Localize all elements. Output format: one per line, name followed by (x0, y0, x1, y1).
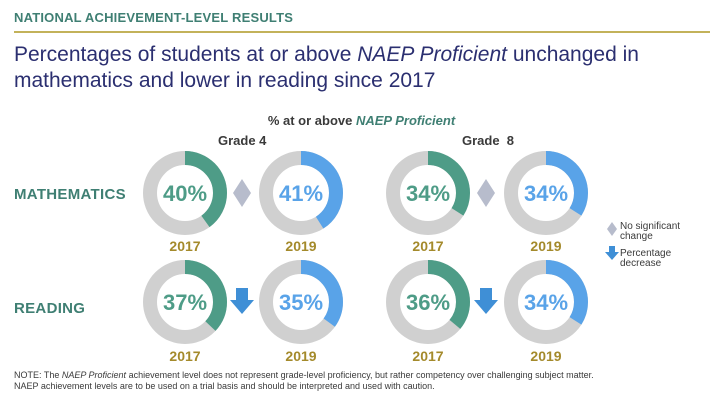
no-change-diamond-icon (233, 179, 251, 207)
year-label: 2019 (530, 348, 562, 364)
note-line2: NAEP achievement levels are to be used o… (14, 381, 435, 391)
chart-subtitle: % at or above NAEP Proficient (0, 113, 723, 128)
section-header: NATIONAL ACHIEVEMENT-LEVEL RESULTS (14, 10, 294, 25)
subtitle-em: NAEP Proficient (355, 113, 456, 128)
donut-value-label: 34% (524, 290, 568, 315)
legend-decrease-label: Percentage decrease (620, 248, 672, 269)
decrease-arrow-icon (474, 288, 498, 314)
donut-value-label: 35% (279, 290, 323, 315)
row-label-mathematics: MATHEMATICS (14, 186, 126, 203)
decrease-arrow-icon (230, 288, 254, 314)
year-label: 2019 (285, 348, 317, 364)
legend-arrow-icon (605, 246, 619, 260)
donut-value-label: 41% (279, 181, 323, 206)
donut-arc (259, 260, 343, 344)
year-label: 2017 (169, 238, 201, 254)
headline: Percentages of students at or above NAEP… (14, 42, 704, 94)
donut-value-label: 37% (163, 290, 207, 315)
note-post: achievement level does not represent gra… (126, 370, 594, 380)
group-label-grade-4: Grade 4 (218, 133, 267, 148)
donut-arc (259, 151, 343, 235)
donut-arc (504, 151, 588, 235)
donut-arc (143, 260, 227, 344)
year-label: 2019 (530, 238, 562, 254)
group-label-grade-8: Grade 8 (462, 133, 515, 148)
donut-value-label: 34% (406, 181, 450, 206)
donut-arc (386, 151, 470, 235)
headline-pre: Percentages of students at or above (14, 43, 358, 66)
year-label: 2017 (412, 348, 444, 364)
footnote: NOTE: The NAEP Proficient achievement le… (14, 370, 714, 392)
donut-arc (504, 260, 588, 344)
year-label: 2019 (285, 238, 317, 254)
donut-value-label: 34% (524, 181, 568, 206)
headline-post: unchanged in mathematics and lower in re… (14, 43, 639, 92)
subtitle-pre: % at or above (267, 113, 356, 128)
year-label: 2017 (169, 348, 201, 364)
donut-value-label: 36% (406, 290, 450, 315)
legend-no-change-label: No significant change (620, 221, 681, 242)
row-label-reading: READING (14, 300, 86, 317)
note-pre: NOTE: The (14, 370, 62, 380)
legend-diamond-icon (607, 222, 617, 236)
year-label: 2017 (412, 238, 444, 254)
no-change-diamond-icon (477, 179, 495, 207)
donut-value-label: 40% (163, 181, 207, 206)
header-divider (14, 31, 710, 33)
headline-em: NAEP Proficient (357, 43, 507, 66)
donut-arc (143, 151, 227, 235)
donut-arc (386, 260, 470, 344)
note-em: NAEP Proficient (61, 370, 127, 380)
